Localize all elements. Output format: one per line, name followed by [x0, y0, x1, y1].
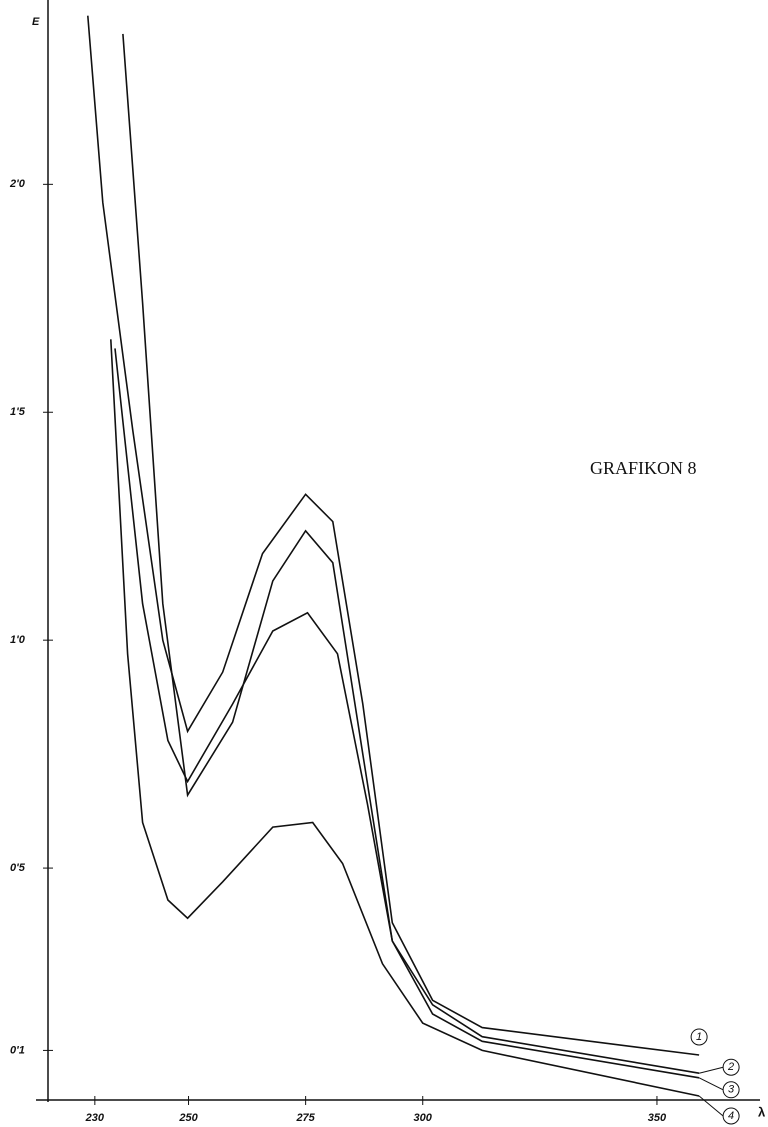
leader — [699, 1078, 723, 1090]
series-label: 4 — [728, 1110, 734, 1122]
chart-title: GRAFIKON 8 — [590, 458, 697, 478]
series-label: 2 — [727, 1061, 734, 1073]
series-line — [111, 339, 699, 1096]
leader — [699, 1096, 723, 1116]
series-label: 1 — [696, 1031, 702, 1043]
series-line — [123, 34, 699, 1073]
y-tick-label: 0'5 — [10, 862, 26, 874]
x-axis-label: λ — [758, 1104, 766, 1119]
leader — [699, 1067, 723, 1073]
y-axis-label: E — [32, 16, 40, 28]
x-tick-label: 300 — [414, 1112, 433, 1124]
y-tick-label: 1'5 — [10, 406, 26, 418]
y-tick-label: 0'1 — [10, 1044, 25, 1056]
chart: GRAFIKON 8 E λ 0'1 0'5 1'0 1'5 2'0 230 250 275 3… — [0, 0, 768, 1127]
series-label: 3 — [728, 1084, 735, 1096]
series-line — [88, 16, 699, 1055]
x-tick-label: 250 — [178, 1112, 198, 1124]
x-tick-label: 275 — [295, 1112, 315, 1124]
x-tick-label: 230 — [85, 1112, 105, 1124]
y-tick-label: 1'0 — [10, 634, 26, 646]
y-tick-label: 2'0 — [9, 178, 26, 190]
x-tick-label: 350 — [648, 1112, 667, 1124]
